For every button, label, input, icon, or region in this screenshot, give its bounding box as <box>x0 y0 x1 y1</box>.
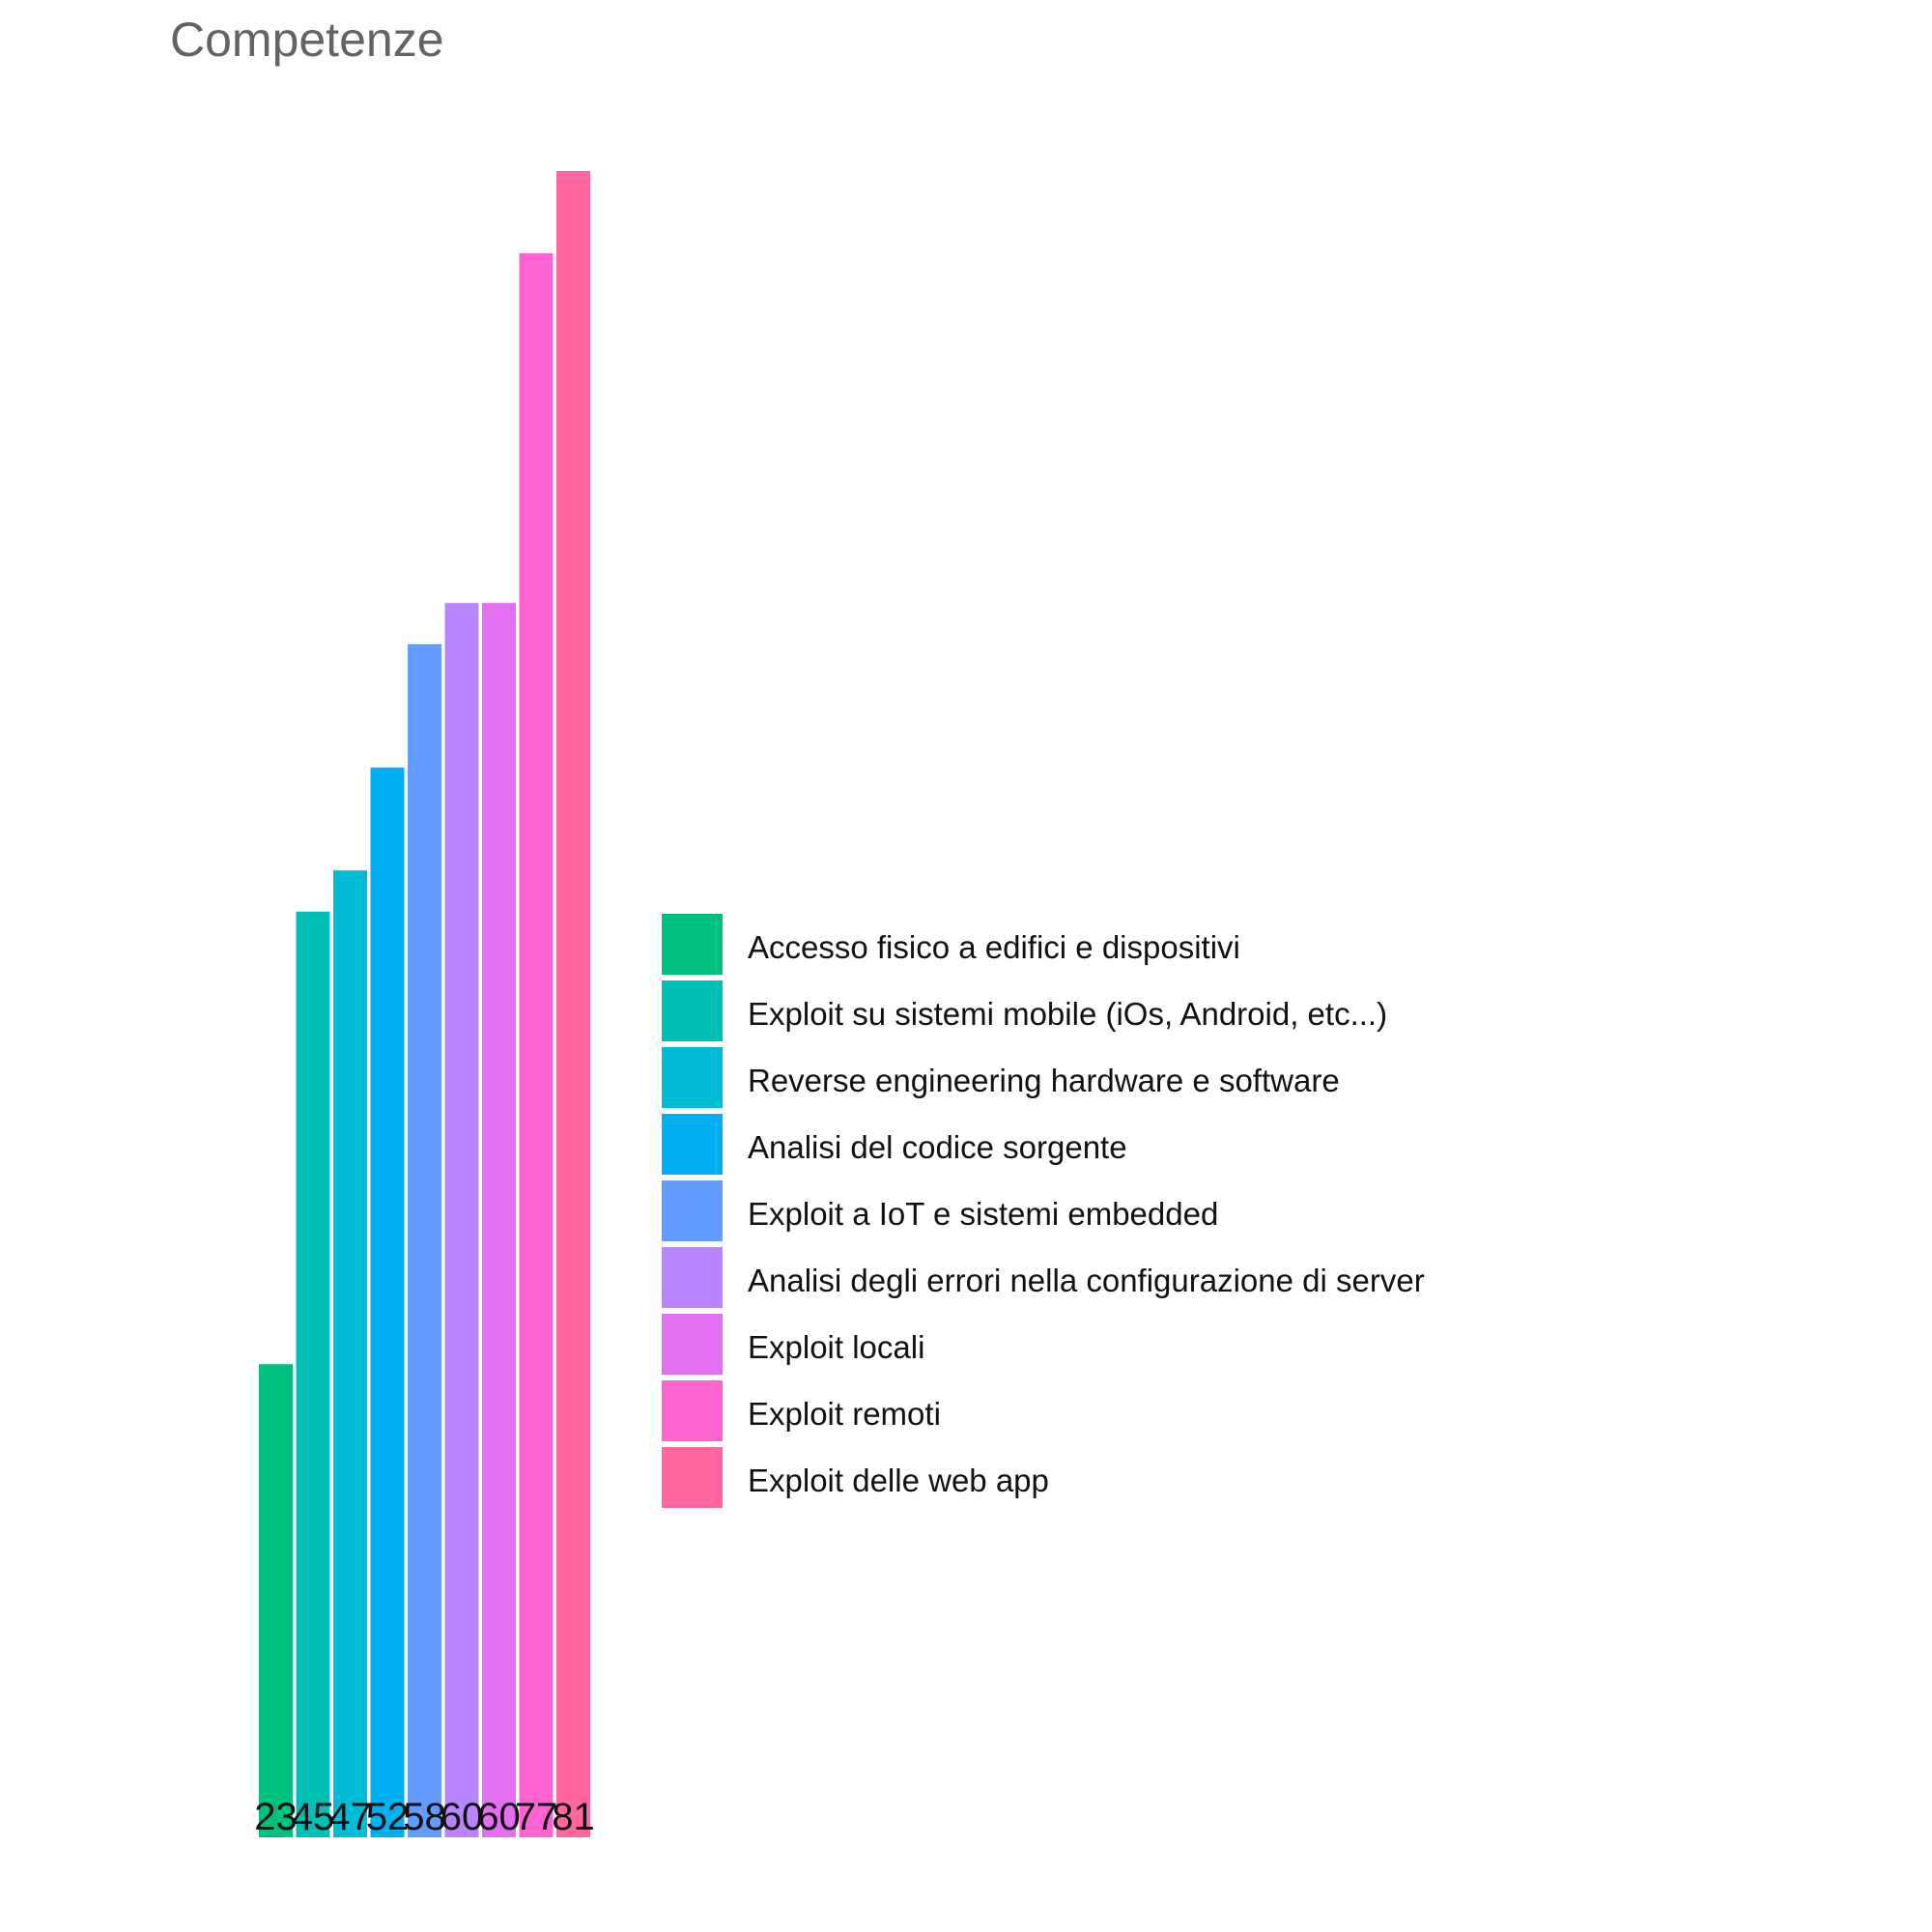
legend-item-3: Reverse engineering hardware e software <box>662 1047 1425 1114</box>
legend-label-4: Analisi del codice sorgente <box>748 1128 1127 1165</box>
bar-6 <box>444 603 479 1838</box>
legend-label-6: Analisi degli errori nella configurazion… <box>748 1262 1425 1298</box>
legend-label-3: Reverse engineering hardware e software <box>748 1062 1340 1098</box>
legend-item-2: Exploit su sistemi mobile (iOs, Android,… <box>662 980 1425 1047</box>
legend-swatch-7 <box>662 1314 723 1380</box>
bar-value-label-7: 60 <box>477 1796 521 1838</box>
legend-item-4: Analisi del codice sorgente <box>662 1114 1425 1180</box>
legend-swatch-6 <box>662 1247 723 1314</box>
bar-2 <box>296 911 330 1837</box>
legend-label-2: Exploit su sistemi mobile (iOs, Android,… <box>748 995 1388 1032</box>
legend-item-7: Exploit locali <box>662 1314 1425 1380</box>
legend-swatch-5 <box>662 1180 723 1247</box>
bar-value-label-2: 45 <box>292 1796 335 1838</box>
legend-swatch-8 <box>662 1380 723 1447</box>
legend-item-8: Exploit remoti <box>662 1380 1425 1447</box>
bar-value-label-9: 81 <box>552 1796 595 1838</box>
bar-1 <box>259 1364 293 1837</box>
bar-value-label-6: 60 <box>440 1796 484 1838</box>
bars-group <box>259 171 590 1838</box>
bar-3 <box>333 870 367 1837</box>
bar-4 <box>370 767 405 1838</box>
bar-value-label-3: 47 <box>328 1796 372 1838</box>
legend-label-1: Accesso fisico a edifici e dispositivi <box>748 928 1240 965</box>
bar-value-label-5: 58 <box>403 1796 446 1838</box>
bar-5 <box>408 643 441 1837</box>
bar-8 <box>519 253 554 1837</box>
bar-value-label-4: 52 <box>366 1796 410 1838</box>
legend-item-6: Analisi degli errori nella configurazion… <box>662 1247 1425 1314</box>
legend-swatch-2 <box>662 980 723 1047</box>
legend-swatch-4 <box>662 1114 723 1180</box>
legend-item-5: Exploit a IoT e sistemi embedded <box>662 1180 1425 1247</box>
legend-item-1: Accesso fisico a edifici e dispositivi <box>662 914 1425 980</box>
bar-7 <box>482 603 516 1838</box>
legend-swatch-1 <box>662 914 723 980</box>
chart-title: Competenze <box>170 13 444 67</box>
bar-9 <box>556 171 590 1837</box>
legend-swatch-3 <box>662 1047 723 1114</box>
legend-swatch-9 <box>662 1447 723 1514</box>
legend: Accesso fisico a edifici e dispositivi Ex… <box>662 914 1425 1514</box>
legend-label-9: Exploit delle web app <box>748 1462 1049 1498</box>
legend-label-5: Exploit a IoT e sistemi embedded <box>748 1195 1219 1232</box>
legend-label-7: Exploit locali <box>748 1328 925 1365</box>
bar-value-label-8: 77 <box>515 1796 558 1838</box>
legend-item-9: Exploit delle web app <box>662 1447 1425 1514</box>
legend-label-8: Exploit remoti <box>748 1395 941 1432</box>
bar-value-label-1: 23 <box>254 1796 298 1838</box>
